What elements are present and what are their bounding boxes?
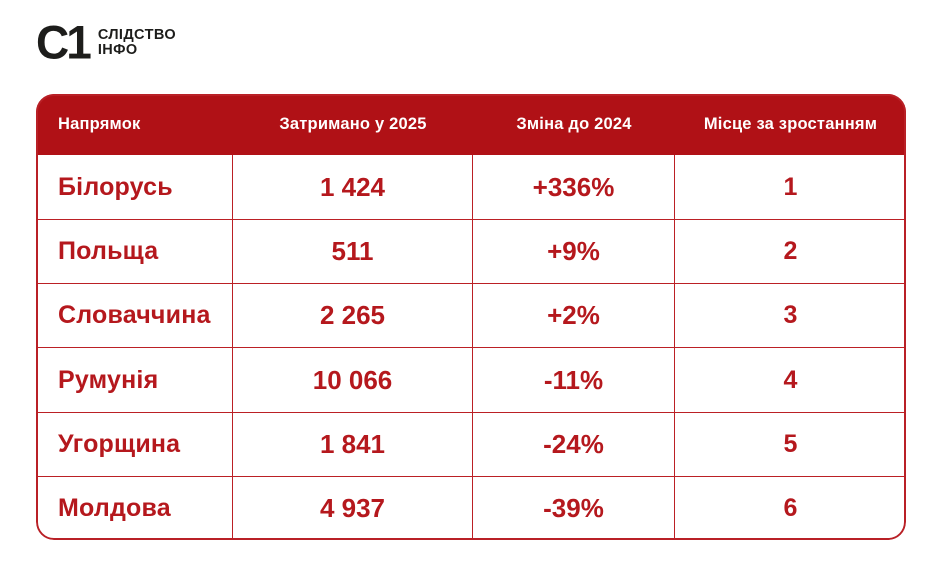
cell-change: -24%	[473, 411, 675, 476]
table-row: Угорщина 1 841 -24% 5	[36, 411, 906, 476]
cell-country: Білорусь	[36, 155, 233, 220]
column-header-direction: Напрямок	[58, 115, 141, 133]
cell-detained: 1 424	[233, 155, 473, 220]
cell-change: -39%	[473, 475, 675, 540]
cell-detained: 2 265	[233, 283, 473, 348]
cell-rank: 5	[675, 411, 906, 476]
table-row: Словаччина 2 265 +2% 3	[36, 283, 906, 348]
cell-country: Молдова	[36, 475, 233, 540]
cell-change: -11%	[473, 347, 675, 412]
cell-rank: 2	[675, 219, 906, 283]
cell-country: Угорщина	[36, 411, 233, 476]
slidstvo-info-logo: С1 СЛІДСТВО ІНФО	[36, 15, 176, 69]
cell-rank: 6	[675, 475, 906, 540]
cell-detained: 10 066	[233, 347, 473, 412]
column-header-detained-2025: Затримано у 2025	[279, 115, 427, 133]
cell-change: +336%	[473, 155, 675, 220]
detentions-data-table: Напрямок Затримано у 2025 Зміна до 2024 …	[36, 94, 906, 540]
table-body: Білорусь 1 424 +336% 1 Польща 511 +9% 2 …	[36, 155, 906, 540]
cell-change: +9%	[473, 219, 675, 284]
column-header-growth-rank: Місце за зростанням	[703, 115, 878, 133]
cell-country: Польща	[36, 219, 233, 284]
logo-wordmark: СЛІДСТВО ІНФО	[98, 26, 176, 58]
cell-detained: 1 841	[233, 411, 473, 476]
cell-rank: 1	[783, 172, 798, 201]
cell-country: Словаччина	[36, 283, 233, 348]
table-row: Білорусь 1 424 +336% 1	[36, 155, 906, 220]
cell-rank: 4	[675, 347, 906, 411]
table-header-row: Напрямок Затримано у 2025 Зміна до 2024 …	[36, 94, 906, 155]
cell-change: +2%	[473, 283, 675, 348]
column-header-change-vs-2024: Зміна до 2024	[516, 115, 632, 133]
logo-wordmark-line1: СЛІДСТВО	[97, 27, 177, 43]
table-row: Молдова 4 937 -39% 6	[36, 475, 906, 540]
slidstvo-info-logo-icon: С1	[36, 15, 92, 69]
cell-country: Румунія	[36, 347, 233, 412]
cell-detained: 4 937	[233, 475, 473, 540]
table-row: Румунія 10 066 -11% 4	[36, 347, 906, 412]
cell-rank: 3	[675, 283, 906, 347]
logo-wordmark-line2: ІНФО	[97, 42, 138, 58]
cell-detained: 511	[233, 219, 473, 284]
table-row: Польща 511 +9% 2	[36, 219, 906, 284]
